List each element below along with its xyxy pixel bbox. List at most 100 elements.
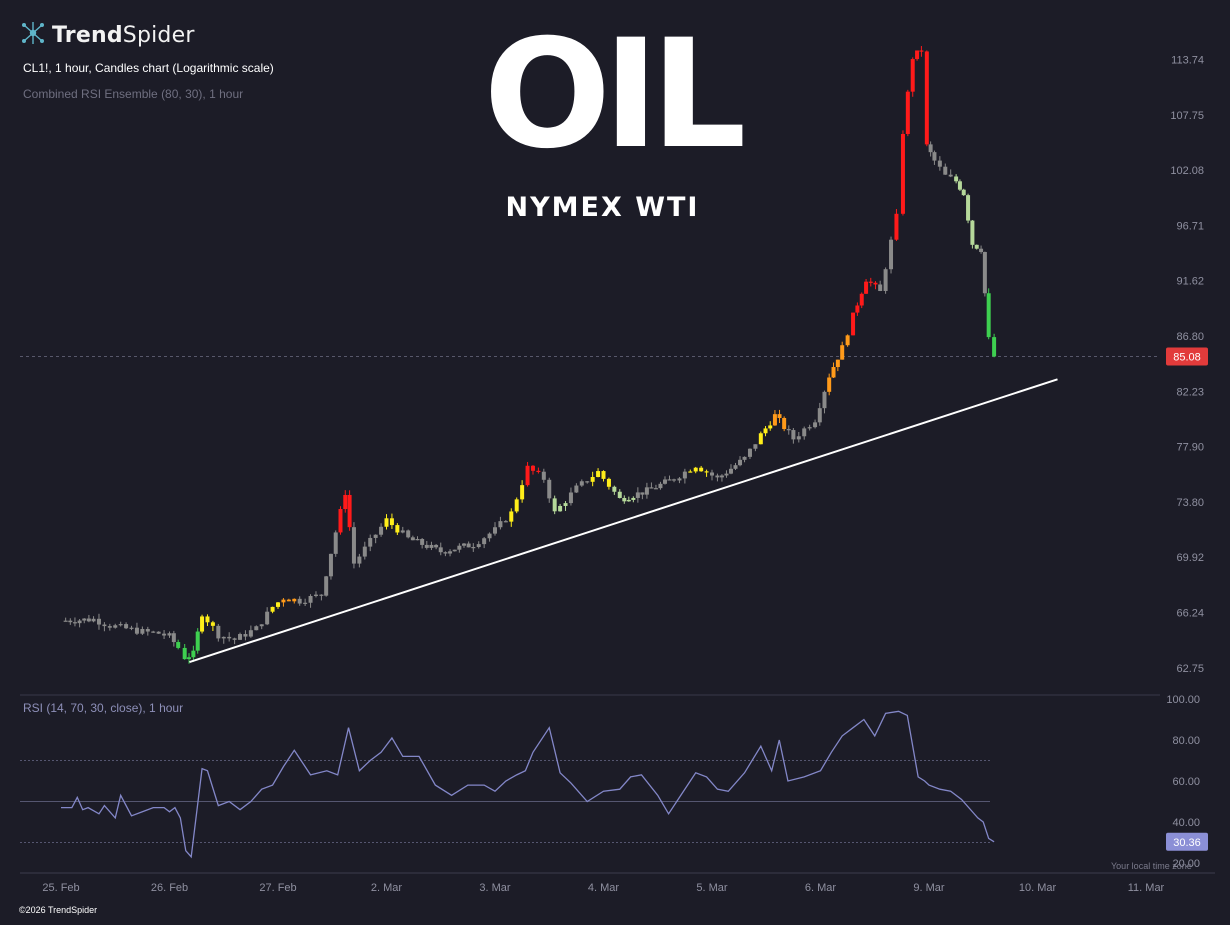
candle[interactable] xyxy=(715,475,720,478)
candle[interactable] xyxy=(948,174,953,177)
candle[interactable] xyxy=(96,618,101,625)
candle[interactable] xyxy=(420,538,425,545)
candle[interactable] xyxy=(640,492,645,495)
candle[interactable] xyxy=(635,492,640,498)
candle[interactable] xyxy=(541,471,546,480)
candle[interactable] xyxy=(704,471,709,473)
candle[interactable] xyxy=(176,642,181,648)
candle[interactable] xyxy=(649,487,654,489)
candle[interactable] xyxy=(738,459,743,466)
candle[interactable] xyxy=(487,533,492,539)
candle[interactable] xyxy=(733,465,738,469)
candle[interactable] xyxy=(928,144,933,153)
candle[interactable] xyxy=(982,251,987,294)
candle[interactable] xyxy=(357,556,362,564)
candle[interactable] xyxy=(434,544,439,548)
candle[interactable] xyxy=(986,293,991,338)
candle[interactable] xyxy=(457,545,462,550)
candle[interactable] xyxy=(187,657,192,660)
candle[interactable] xyxy=(373,534,378,538)
candle[interactable] xyxy=(438,547,443,553)
candle[interactable] xyxy=(232,638,237,640)
candle[interactable] xyxy=(410,537,415,541)
candle[interactable] xyxy=(286,599,291,602)
candle[interactable] xyxy=(979,248,984,252)
candle[interactable] xyxy=(452,549,457,552)
candle[interactable] xyxy=(855,305,860,313)
candle[interactable] xyxy=(113,625,118,628)
candle[interactable] xyxy=(292,598,297,602)
candle[interactable] xyxy=(243,634,248,637)
candle[interactable] xyxy=(297,598,302,604)
timezone-note[interactable]: Your local time zone xyxy=(1111,861,1192,871)
candle[interactable] xyxy=(389,518,394,526)
candle[interactable] xyxy=(662,479,667,484)
candle[interactable] xyxy=(658,483,663,489)
candle[interactable] xyxy=(86,618,91,622)
candle[interactable] xyxy=(77,620,82,624)
rsi-indicator-label[interactable]: RSI (14, 70, 30, close), 1 hour xyxy=(23,701,184,715)
candle[interactable] xyxy=(807,427,812,429)
candle[interactable] xyxy=(171,633,176,643)
candle[interactable] xyxy=(395,525,400,533)
candle[interactable] xyxy=(894,213,899,240)
candle[interactable] xyxy=(868,281,873,283)
candle[interactable] xyxy=(167,633,172,636)
candle[interactable] xyxy=(873,282,878,285)
candle[interactable] xyxy=(682,471,687,479)
candle[interactable] xyxy=(631,497,636,500)
candle[interactable] xyxy=(753,444,758,449)
candle[interactable] xyxy=(943,166,948,175)
candle[interactable] xyxy=(827,377,832,392)
candle[interactable] xyxy=(954,176,959,182)
candle[interactable] xyxy=(91,618,96,622)
candle[interactable] xyxy=(151,631,156,633)
candle[interactable] xyxy=(606,478,611,487)
candle[interactable] xyxy=(415,538,420,541)
candle[interactable] xyxy=(281,599,286,603)
candle[interactable] xyxy=(493,527,497,534)
candle[interactable] xyxy=(672,479,677,481)
candle[interactable] xyxy=(448,551,453,554)
candle[interactable] xyxy=(957,181,962,190)
candle[interactable] xyxy=(319,594,324,596)
candle[interactable] xyxy=(845,335,850,346)
candle[interactable] xyxy=(590,477,595,482)
candle[interactable] xyxy=(961,189,966,196)
candle[interactable] xyxy=(195,631,200,651)
candle[interactable] xyxy=(579,481,584,486)
candle[interactable] xyxy=(368,537,373,547)
candle[interactable] xyxy=(303,602,308,604)
candle[interactable] xyxy=(265,611,270,625)
candle[interactable] xyxy=(509,511,514,522)
candle[interactable] xyxy=(140,628,145,634)
candle[interactable] xyxy=(514,499,519,512)
candle[interactable] xyxy=(878,284,883,292)
candle[interactable] xyxy=(384,518,389,527)
candle[interactable] xyxy=(182,647,187,660)
candle[interactable] xyxy=(644,487,649,495)
candle[interactable] xyxy=(699,467,704,472)
candle[interactable] xyxy=(831,367,836,378)
candle[interactable] xyxy=(462,543,466,546)
candle[interactable] xyxy=(118,624,123,626)
candle[interactable] xyxy=(768,425,773,429)
candle[interactable] xyxy=(563,503,568,506)
candle[interactable] xyxy=(813,422,818,428)
candle[interactable] xyxy=(777,414,782,419)
candle[interactable] xyxy=(254,626,259,631)
candle[interactable] xyxy=(710,472,714,476)
candle[interactable] xyxy=(772,414,777,426)
candle[interactable] xyxy=(840,345,845,360)
trendline[interactable] xyxy=(189,378,1058,664)
candle[interactable] xyxy=(889,239,894,270)
candle[interactable] xyxy=(822,391,827,409)
candle[interactable] xyxy=(932,152,937,161)
candle[interactable] xyxy=(835,359,840,368)
candle[interactable] xyxy=(612,486,617,492)
candle[interactable] xyxy=(747,448,752,457)
candle[interactable] xyxy=(406,530,411,538)
candle[interactable] xyxy=(503,521,508,523)
candle[interactable] xyxy=(134,627,139,634)
